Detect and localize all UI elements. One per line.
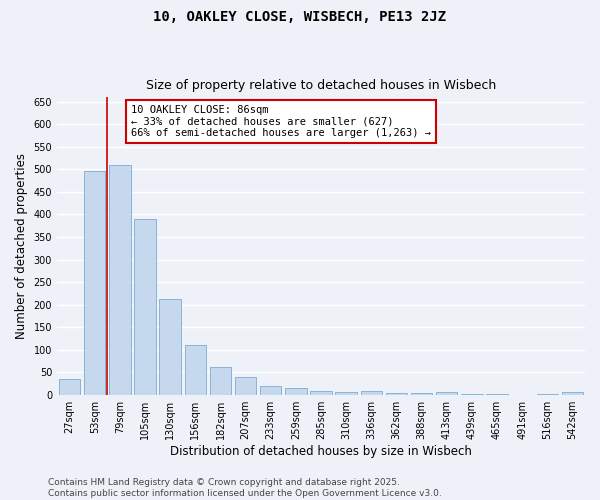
Bar: [84, 171, 106, 394]
Bar: [210, 367, 231, 394]
Bar: [562, 392, 583, 394]
Bar: [335, 392, 357, 394]
Text: Contains HM Land Registry data © Crown copyright and database right 2025.
Contai: Contains HM Land Registry data © Crown c…: [48, 478, 442, 498]
Bar: [109, 165, 131, 394]
Title: Size of property relative to detached houses in Wisbech: Size of property relative to detached ho…: [146, 79, 496, 92]
Bar: [59, 379, 80, 394]
Bar: [235, 376, 256, 394]
Text: 10, OAKLEY CLOSE, WISBECH, PE13 2JZ: 10, OAKLEY CLOSE, WISBECH, PE13 2JZ: [154, 10, 446, 24]
Bar: [260, 386, 281, 394]
Bar: [310, 390, 332, 394]
Bar: [160, 298, 181, 394]
Bar: [185, 345, 206, 395]
Bar: [285, 388, 307, 394]
Bar: [361, 391, 382, 394]
Bar: [436, 392, 457, 394]
Bar: [134, 219, 156, 394]
X-axis label: Distribution of detached houses by size in Wisbech: Distribution of detached houses by size …: [170, 444, 472, 458]
Text: 10 OAKLEY CLOSE: 86sqm
← 33% of detached houses are smaller (627)
66% of semi-de: 10 OAKLEY CLOSE: 86sqm ← 33% of detached…: [131, 105, 431, 138]
Y-axis label: Number of detached properties: Number of detached properties: [15, 153, 28, 339]
